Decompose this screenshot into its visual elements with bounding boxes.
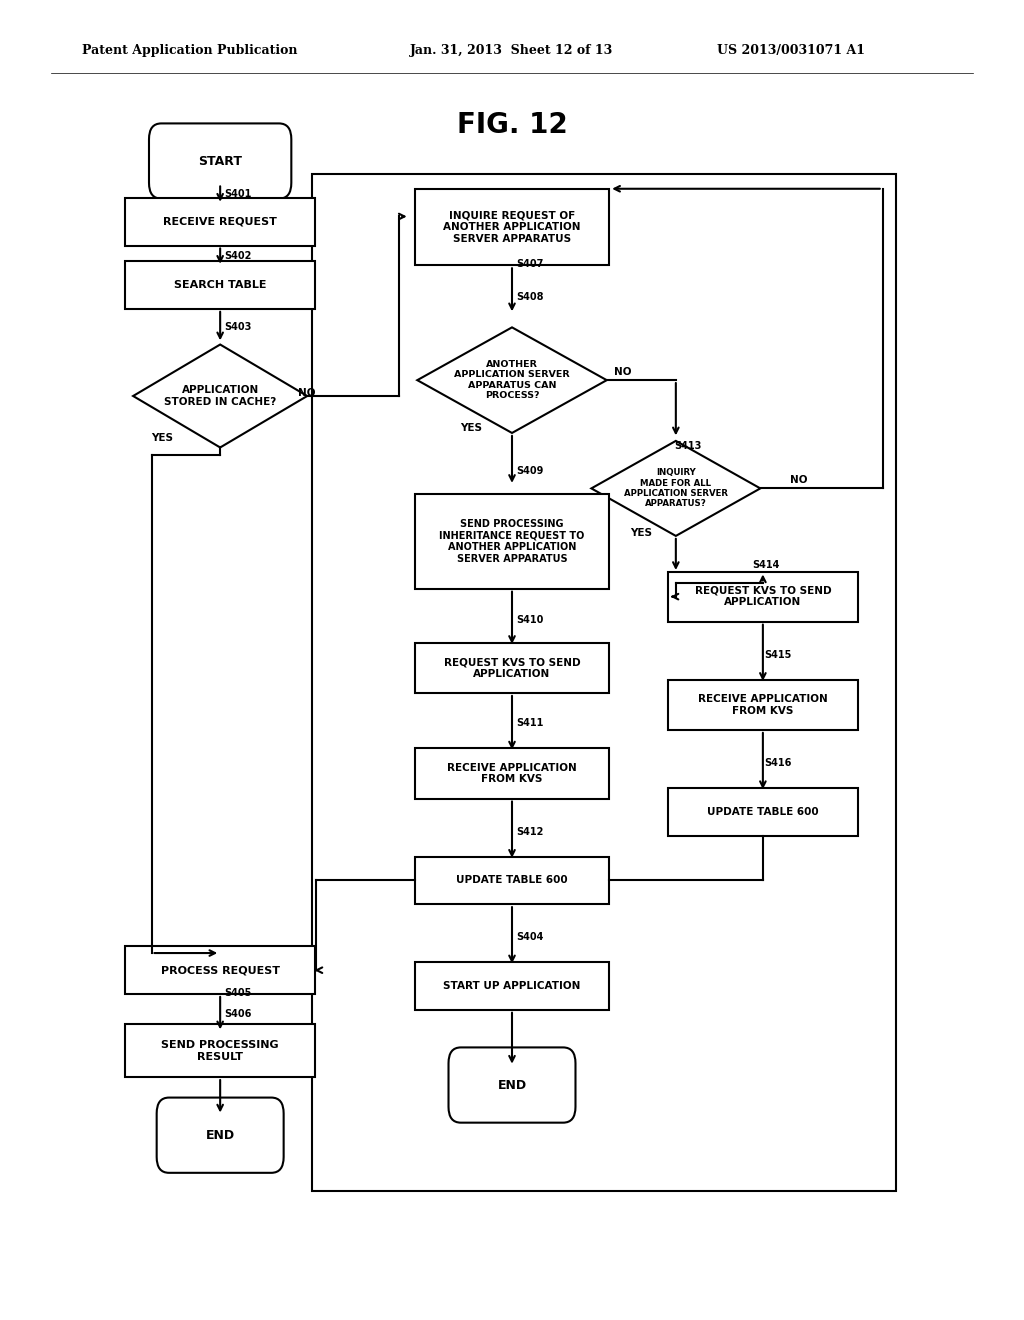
Text: NO: NO (298, 388, 316, 399)
Text: S416: S416 (765, 758, 792, 768)
Text: S414: S414 (753, 560, 779, 570)
Text: S408: S408 (517, 292, 544, 302)
FancyBboxPatch shape (415, 643, 609, 693)
Text: SEND PROCESSING
INHERITANCE REQUEST TO
ANOTHER APPLICATION
SERVER APPARATUS: SEND PROCESSING INHERITANCE REQUEST TO A… (439, 519, 585, 564)
Text: S413: S413 (675, 441, 701, 451)
Polygon shape (418, 327, 606, 433)
Text: S415: S415 (765, 649, 792, 660)
Text: YES: YES (151, 433, 173, 444)
Text: END: END (206, 1129, 234, 1142)
Text: S412: S412 (517, 826, 544, 837)
Text: Patent Application Publication: Patent Application Publication (82, 44, 297, 57)
FancyBboxPatch shape (449, 1048, 575, 1122)
Text: S407: S407 (517, 259, 544, 269)
Text: S411: S411 (517, 718, 544, 729)
Text: SEARCH TABLE: SEARCH TABLE (174, 280, 266, 290)
Text: S406: S406 (224, 1008, 251, 1019)
Text: REQUEST KVS TO SEND
APPLICATION: REQUEST KVS TO SEND APPLICATION (443, 657, 581, 678)
Text: START: START (199, 154, 242, 168)
FancyBboxPatch shape (150, 123, 291, 198)
FancyBboxPatch shape (125, 1024, 315, 1077)
Text: ANOTHER
APPLICATION SERVER
APPARATUS CAN
PROCESS?: ANOTHER APPLICATION SERVER APPARATUS CAN… (455, 360, 569, 400)
Text: RECEIVE REQUEST: RECEIVE REQUEST (163, 216, 278, 227)
Text: UPDATE TABLE 600: UPDATE TABLE 600 (707, 807, 819, 817)
FancyBboxPatch shape (415, 962, 609, 1010)
Text: YES: YES (460, 422, 482, 433)
FancyBboxPatch shape (415, 494, 609, 589)
Text: RECEIVE APPLICATION
FROM KVS: RECEIVE APPLICATION FROM KVS (698, 694, 827, 715)
Polygon shape (133, 345, 307, 447)
Text: RECEIVE APPLICATION
FROM KVS: RECEIVE APPLICATION FROM KVS (447, 763, 577, 784)
FancyBboxPatch shape (668, 572, 857, 622)
Text: Jan. 31, 2013  Sheet 12 of 13: Jan. 31, 2013 Sheet 12 of 13 (410, 44, 612, 57)
FancyBboxPatch shape (157, 1098, 284, 1172)
Text: S402: S402 (224, 251, 251, 261)
Text: YES: YES (630, 528, 652, 539)
Text: END: END (498, 1078, 526, 1092)
Text: S404: S404 (517, 932, 544, 942)
Text: NO: NO (613, 367, 632, 378)
FancyBboxPatch shape (668, 788, 857, 836)
Text: S405: S405 (224, 987, 251, 998)
Text: NO: NO (790, 475, 808, 486)
FancyBboxPatch shape (312, 174, 896, 1191)
Text: START UP APPLICATION: START UP APPLICATION (443, 981, 581, 991)
FancyBboxPatch shape (415, 857, 609, 904)
FancyBboxPatch shape (125, 261, 315, 309)
Text: INQUIRE REQUEST OF
ANOTHER APPLICATION
SERVER APPARATUS: INQUIRE REQUEST OF ANOTHER APPLICATION S… (443, 210, 581, 244)
Text: SEND PROCESSING
RESULT: SEND PROCESSING RESULT (162, 1040, 279, 1061)
Text: APPLICATION
STORED IN CACHE?: APPLICATION STORED IN CACHE? (164, 385, 276, 407)
FancyBboxPatch shape (415, 189, 609, 265)
FancyBboxPatch shape (415, 748, 609, 799)
Text: S410: S410 (517, 615, 544, 626)
Polygon shape (592, 441, 760, 536)
FancyBboxPatch shape (125, 946, 315, 994)
Text: US 2013/0031071 A1: US 2013/0031071 A1 (717, 44, 865, 57)
Text: S401: S401 (224, 189, 251, 199)
Text: REQUEST KVS TO SEND
APPLICATION: REQUEST KVS TO SEND APPLICATION (694, 586, 831, 607)
Text: FIG. 12: FIG. 12 (457, 111, 567, 140)
FancyBboxPatch shape (125, 198, 315, 246)
Text: UPDATE TABLE 600: UPDATE TABLE 600 (456, 875, 568, 886)
Text: S409: S409 (517, 466, 544, 477)
FancyBboxPatch shape (668, 680, 857, 730)
Text: PROCESS REQUEST: PROCESS REQUEST (161, 965, 280, 975)
Text: S403: S403 (224, 322, 251, 333)
Text: INQUIRY
MADE FOR ALL
APPLICATION SERVER
APPARATUS?: INQUIRY MADE FOR ALL APPLICATION SERVER … (624, 469, 728, 508)
